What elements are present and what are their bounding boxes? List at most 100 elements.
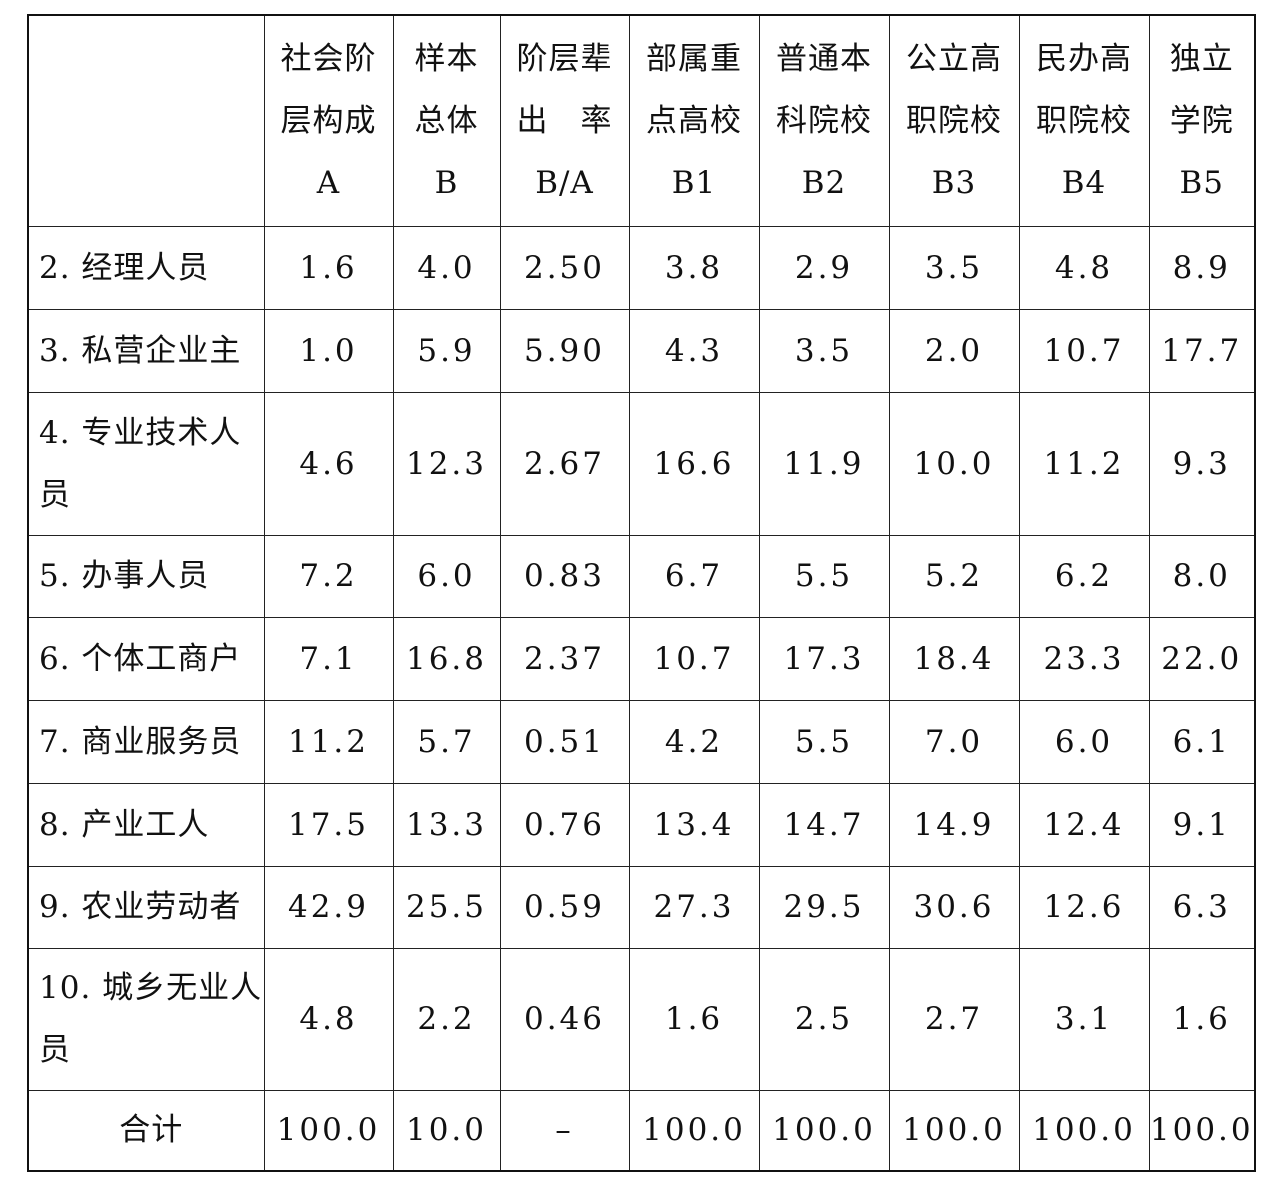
table-row: 6. 个体工商户 7.1 16.8 2.37 10.7 17.3 18.4 23.3 22.0 bbox=[27, 616, 1256, 701]
column-header: 样本总体 B bbox=[392, 14, 501, 227]
table-cell: 5.9 bbox=[392, 308, 501, 393]
table-cell: 100.0 bbox=[758, 1089, 890, 1172]
table-cell: 29.5 bbox=[758, 865, 890, 949]
table-cell: 100.0 bbox=[1018, 1089, 1150, 1172]
row-label: 3. 私营企业主 bbox=[27, 308, 265, 393]
table-cell: 100.0 bbox=[263, 1089, 394, 1172]
column-header-line: 出 率 bbox=[516, 102, 613, 139]
table-row: 合计 100.0 10.0–100.0 100.0 100.0 100.0 100.0 bbox=[27, 1089, 1256, 1172]
table-cell: 17.5 bbox=[263, 782, 394, 867]
row-label: 5. 办事人员 bbox=[27, 534, 265, 618]
table-cell: 4.8 bbox=[1018, 225, 1150, 310]
column-header-line: 职院校 bbox=[1036, 102, 1132, 139]
column-header-line: 阶层辈 bbox=[516, 40, 613, 77]
table-cell: 3.1 bbox=[1018, 947, 1150, 1091]
column-header-line bbox=[29, 90, 264, 152]
column-header-line: B1 bbox=[671, 164, 717, 201]
table-cell: 12.6 bbox=[1018, 865, 1150, 949]
row-label: 2. 经理人员 bbox=[27, 225, 265, 310]
column-header-line: B/A bbox=[535, 164, 594, 201]
table-cell: 0.51 bbox=[499, 699, 630, 784]
column-header-line: B bbox=[434, 164, 459, 201]
row-label: 8. 产业工人 bbox=[27, 782, 265, 867]
table-cell: 4.8 bbox=[263, 947, 394, 1091]
table-row: 10. 城乡无业人员 4.8 2.2 0.46 1.6 2.5 2.7 3.1 1.6 bbox=[27, 947, 1256, 1091]
column-header: 部属重 点高校 B1 bbox=[628, 14, 760, 227]
table-cell: 22.0 bbox=[1148, 616, 1256, 701]
table-cell: 2.67 bbox=[499, 391, 630, 536]
column-header-line: 科院校 bbox=[776, 102, 872, 139]
table-cell: 4.3 bbox=[628, 308, 760, 393]
column-header-line: 公立高 bbox=[906, 40, 1002, 77]
column-header: 社会阶 层构成 A bbox=[263, 14, 394, 227]
table-cell: 10.0 bbox=[888, 391, 1020, 536]
table-cell: 7.0 bbox=[888, 699, 1020, 784]
table-row: 2. 经理人员 1.6 4.0 2.50 3.8 2.9 3.5 4.8 8.9 bbox=[27, 225, 1256, 310]
table-cell: 7.2 bbox=[263, 534, 394, 618]
column-header-line: 社会阶 bbox=[280, 40, 377, 77]
table-row: 5. 办事人员 7.2 6.0 0.83 6.7 5.5 5.2 6.2 8.0 bbox=[27, 534, 1256, 618]
table-cell: 7.1 bbox=[263, 616, 394, 701]
column-header: 民办高 职院校 B4 bbox=[1018, 14, 1150, 227]
table-cell: 0.46 bbox=[499, 947, 630, 1091]
table-cell: 9.3 bbox=[1148, 391, 1256, 536]
table-cell: 3.5 bbox=[888, 225, 1020, 310]
table-cell: 2.50 bbox=[499, 225, 630, 310]
table-cell: 4.6 bbox=[263, 391, 394, 536]
table-cell: 1.6 bbox=[1148, 947, 1256, 1091]
column-header-line: 层构成 bbox=[280, 102, 377, 139]
table-cell: 0.76 bbox=[499, 782, 630, 867]
table-cell: 11.2 bbox=[1018, 391, 1150, 536]
table-cell: 23.3 bbox=[1018, 616, 1150, 701]
table-cell: 10.7 bbox=[628, 616, 760, 701]
table-cell: 6.2 bbox=[1018, 534, 1150, 618]
table-cell: 8.0 bbox=[1148, 534, 1256, 618]
table-cell: 2.5 bbox=[758, 947, 890, 1091]
row-label: 9. 农业劳动者 bbox=[27, 865, 265, 949]
table-cell: 5.2 bbox=[888, 534, 1020, 618]
table-cell: 6.1 bbox=[1148, 699, 1256, 784]
table-cell: 0.59 bbox=[499, 865, 630, 949]
table-cell: 1.0 bbox=[263, 308, 394, 393]
table-cell: – bbox=[499, 1089, 630, 1172]
column-header-line: 职院校 bbox=[906, 102, 1002, 139]
table-cell: 12.4 bbox=[1018, 782, 1150, 867]
table-cell: 11.2 bbox=[263, 699, 394, 784]
table-row: 9. 农业劳动者 42.9 25.5 0.59 27.3 29.5 30.6 12.6 6.3 bbox=[27, 865, 1256, 949]
table-row: 7. 商业服务员 11.2 5.7 0.51 4.2 5.5 7.0 6.0 6.1 bbox=[27, 699, 1256, 784]
table-cell: 100.0 bbox=[1148, 1089, 1256, 1172]
table-cell: 10.7 bbox=[1018, 308, 1150, 393]
table-cell: 100.0 bbox=[628, 1089, 760, 1172]
column-header-line: B3 bbox=[931, 164, 977, 201]
table-cell: 30.6 bbox=[888, 865, 1020, 949]
column-header-line: 普通本 bbox=[776, 40, 872, 77]
table-cell: 11.9 bbox=[758, 391, 890, 536]
column-header: 普通本 科院校 B2 bbox=[758, 14, 890, 227]
table-cell: 25.5 bbox=[392, 865, 501, 949]
column-header: 阶层辈出 率 B/A bbox=[499, 14, 630, 227]
table-cell: 5.5 bbox=[758, 534, 890, 618]
table-cell: 6.0 bbox=[392, 534, 501, 618]
table-cell: 4.0 bbox=[392, 225, 501, 310]
column-header-line: 总体 bbox=[414, 102, 479, 139]
table-cell: 100.0 bbox=[888, 1089, 1020, 1172]
column-header-line bbox=[29, 28, 264, 90]
table-cell: 13.3 bbox=[392, 782, 501, 867]
column-header-line: B4 bbox=[1061, 164, 1107, 201]
table-cell: 2.7 bbox=[888, 947, 1020, 1091]
column-header: 公立高职院校 B3 bbox=[888, 14, 1020, 227]
table-cell: 5.90 bbox=[499, 308, 630, 393]
row-label: 合计 bbox=[27, 1089, 265, 1172]
table-row: 4. 专业技术人员 4.6 12.3 2.67 16.6 11.9 10.0 11.2 9.3 bbox=[27, 391, 1256, 536]
table-cell: 13.4 bbox=[628, 782, 760, 867]
table-row: 8. 产业工人 17.5 13.3 0.76 13.4 14.7 14.9 12.4 9.1 bbox=[27, 782, 1256, 867]
column-header-line: 点高校 bbox=[646, 102, 742, 139]
table-cell: 6.7 bbox=[628, 534, 760, 618]
table-cell: 16.8 bbox=[392, 616, 501, 701]
table-cell: 12.3 bbox=[392, 391, 501, 536]
table-cell: 2.2 bbox=[392, 947, 501, 1091]
table-cell: 17.3 bbox=[758, 616, 890, 701]
table-cell: 5.5 bbox=[758, 699, 890, 784]
table-cell: 3.5 bbox=[758, 308, 890, 393]
column-header-line: 样本 bbox=[414, 40, 479, 77]
